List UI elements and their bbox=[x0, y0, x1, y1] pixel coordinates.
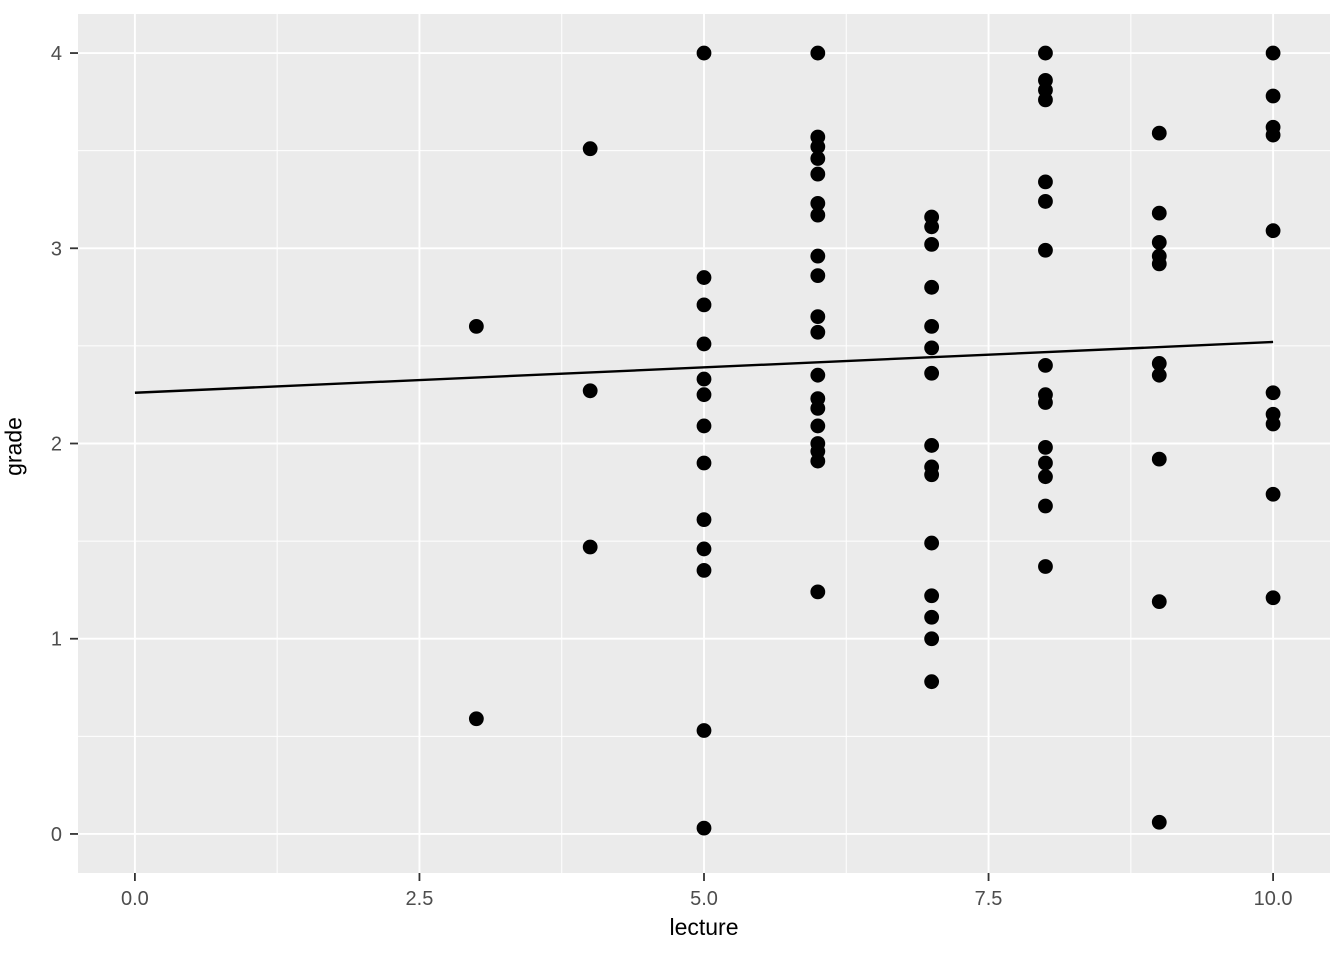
data-point bbox=[582, 539, 598, 555]
data-point bbox=[810, 139, 826, 155]
data-point bbox=[1038, 358, 1053, 373]
data-point bbox=[1151, 367, 1167, 383]
data-point bbox=[1151, 594, 1167, 610]
data-point bbox=[924, 588, 940, 604]
data-point bbox=[810, 166, 826, 182]
data-point bbox=[1038, 455, 1053, 471]
regression-line bbox=[134, 340, 1274, 394]
data-point bbox=[1151, 205, 1167, 221]
data-point bbox=[1038, 194, 1053, 209]
data-point bbox=[810, 367, 826, 383]
y-tick-label: 3 bbox=[51, 238, 62, 260]
data-point bbox=[924, 236, 940, 252]
data-point bbox=[810, 309, 826, 325]
data-point bbox=[810, 195, 826, 211]
data-point bbox=[1265, 590, 1281, 606]
data-point bbox=[696, 418, 712, 434]
data-point bbox=[810, 268, 826, 284]
data-point bbox=[1151, 451, 1167, 467]
data-point bbox=[1151, 125, 1167, 141]
data-point bbox=[810, 418, 826, 434]
data-point bbox=[696, 820, 712, 836]
x-axis-title: lecture bbox=[669, 914, 739, 940]
x-tick-label: 0.0 bbox=[121, 888, 149, 910]
data-point bbox=[1038, 174, 1053, 190]
x-tick-label: 5.0 bbox=[690, 888, 718, 910]
y-tick-label: 4 bbox=[51, 43, 62, 65]
data-point bbox=[1038, 498, 1053, 514]
data-point bbox=[696, 297, 712, 313]
data-point bbox=[810, 453, 826, 469]
data-point bbox=[1265, 45, 1281, 61]
data-point bbox=[696, 455, 712, 471]
data-point bbox=[1265, 127, 1281, 143]
data-point bbox=[1151, 814, 1167, 830]
data-point bbox=[1265, 223, 1281, 239]
y-tick-label: 2 bbox=[51, 434, 62, 456]
data-point bbox=[696, 562, 712, 578]
data-point bbox=[696, 270, 712, 285]
data-point bbox=[1038, 242, 1053, 258]
data-point bbox=[924, 365, 940, 381]
data-point bbox=[1038, 559, 1053, 574]
data-point bbox=[696, 723, 712, 738]
data-point bbox=[810, 324, 826, 340]
data-point bbox=[1151, 235, 1167, 250]
y-tick-label: 1 bbox=[51, 629, 62, 651]
data-point bbox=[1151, 256, 1167, 272]
data-point bbox=[696, 336, 712, 352]
y-axis-title: grade bbox=[0, 417, 27, 476]
x-tick-label: 7.5 bbox=[975, 888, 1003, 910]
data-point bbox=[924, 631, 940, 647]
data-point bbox=[1265, 486, 1281, 502]
y-tick-label: 0 bbox=[51, 824, 62, 846]
data-point bbox=[696, 541, 712, 557]
data-point bbox=[1038, 92, 1053, 108]
data-point bbox=[924, 279, 940, 295]
data-point bbox=[924, 219, 940, 235]
data-point bbox=[810, 45, 826, 61]
data-point bbox=[696, 387, 712, 403]
data-point bbox=[924, 318, 940, 334]
data-point bbox=[924, 438, 940, 453]
data-point bbox=[696, 371, 712, 387]
data-point bbox=[1038, 469, 1053, 485]
data-point bbox=[924, 674, 940, 690]
data-point bbox=[810, 400, 826, 416]
data-point bbox=[1038, 440, 1053, 455]
data-point bbox=[1265, 385, 1281, 401]
data-point bbox=[696, 45, 712, 61]
data-point bbox=[582, 383, 598, 399]
data-point bbox=[924, 467, 940, 483]
data-point bbox=[468, 318, 484, 334]
data-point bbox=[810, 584, 826, 600]
data-point bbox=[696, 512, 712, 528]
data-point bbox=[810, 207, 826, 223]
data-point bbox=[1038, 395, 1053, 410]
data-point bbox=[1038, 45, 1053, 61]
data-point bbox=[924, 609, 940, 625]
x-tick-label: 2.5 bbox=[406, 888, 434, 910]
data-point bbox=[468, 711, 484, 727]
data-point bbox=[582, 141, 598, 157]
data-point bbox=[924, 340, 940, 356]
data-point bbox=[1265, 416, 1281, 432]
data-point bbox=[924, 535, 940, 551]
data-point bbox=[810, 151, 826, 166]
data-point bbox=[1265, 88, 1281, 104]
data-point bbox=[810, 248, 826, 264]
data-point bbox=[1151, 356, 1167, 371]
x-tick-label: 10.0 bbox=[1254, 888, 1293, 910]
